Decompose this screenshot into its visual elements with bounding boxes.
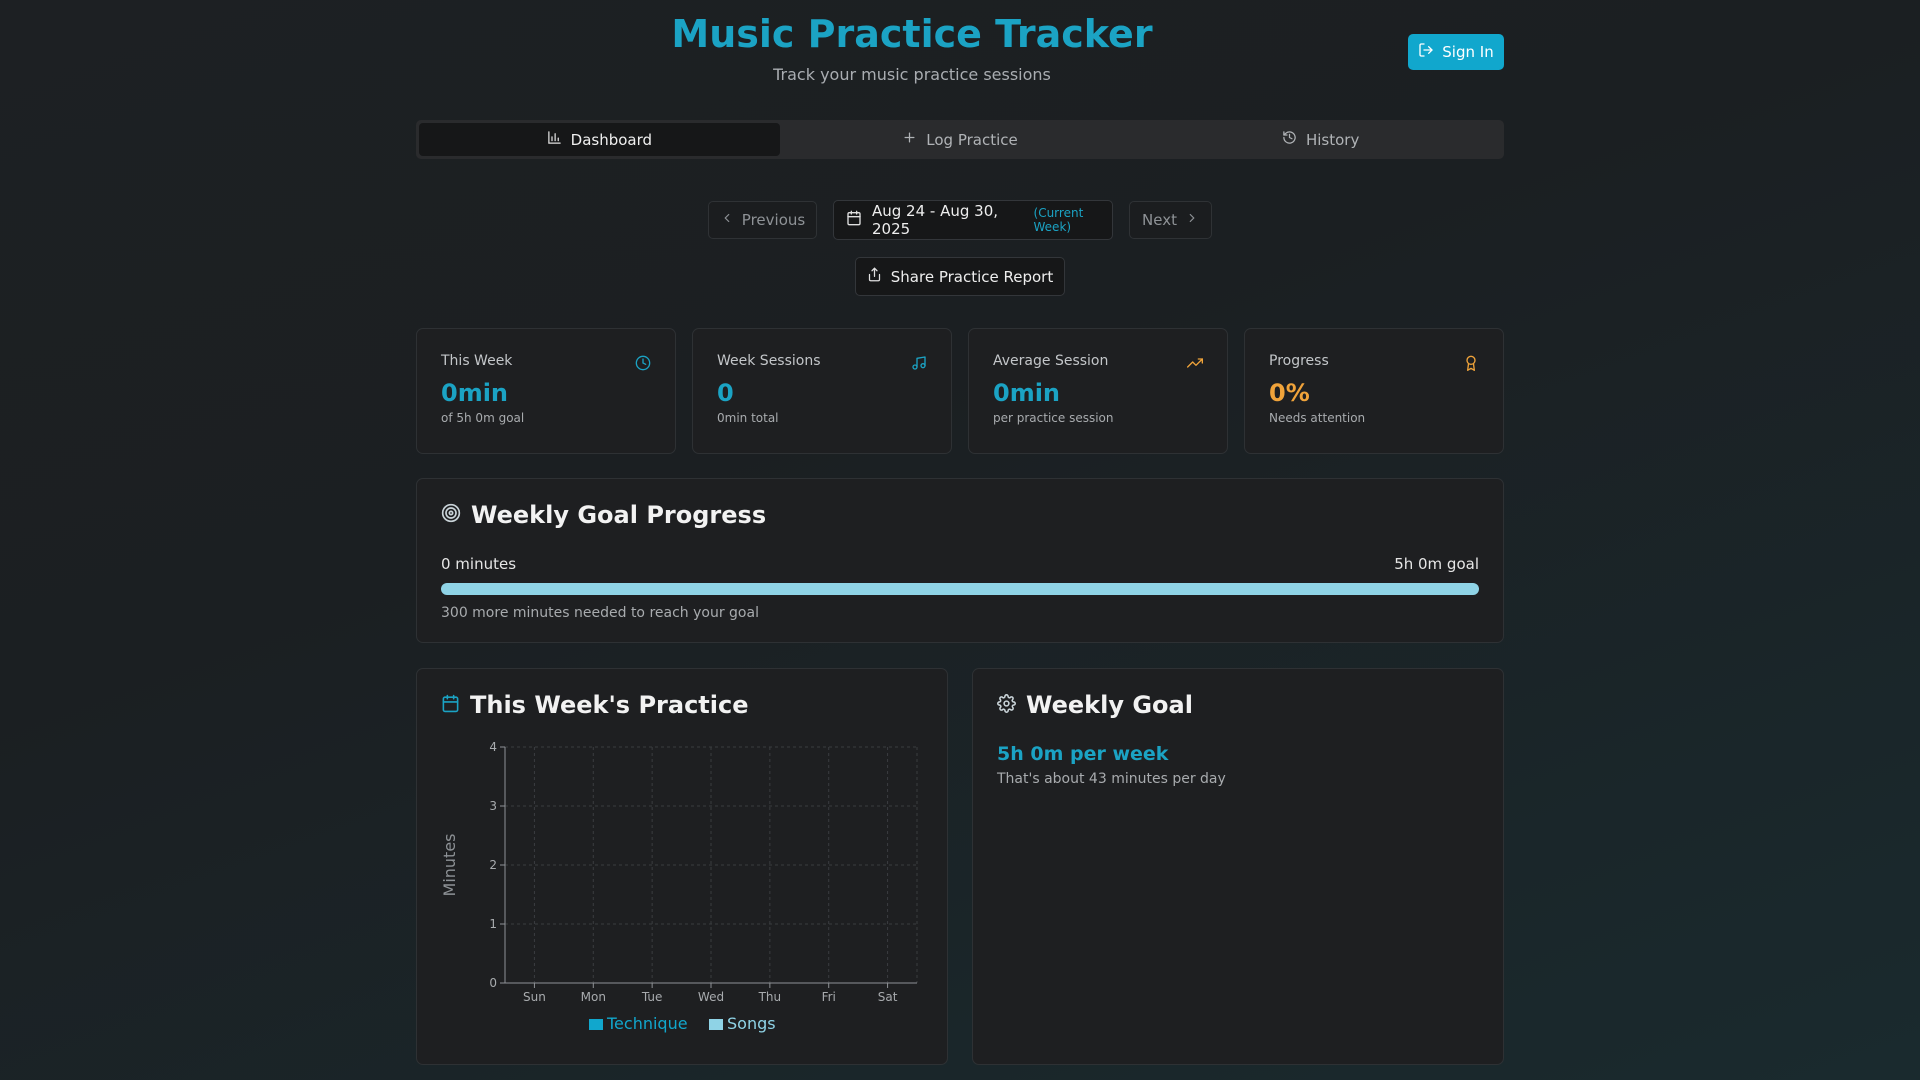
stat-card-this-week: This Week 0min of 5h 0m goal (416, 328, 676, 454)
week-practice-header: This Week's Practice (441, 691, 923, 719)
weekly-goal-note: That's about 43 minutes per day (997, 771, 1226, 787)
week-range-text: Aug 24 - Aug 30, 2025 (872, 202, 999, 238)
calendar-icon (441, 691, 460, 719)
x-tick-label: Wed (698, 990, 724, 1004)
goal-progress-note: 300 more minutes needed to reach your go… (441, 605, 759, 621)
stat-label: This Week (441, 353, 513, 369)
share-report-button[interactable]: Share Practice Report (855, 257, 1065, 296)
goal-current-label: 0 minutes (441, 555, 517, 573)
chevron-right-icon (1185, 211, 1199, 229)
sign-in-icon (1418, 42, 1434, 62)
legend-swatch (589, 1019, 603, 1030)
week-range[interactable]: Aug 24 - Aug 30, 2025 (Current Week) (833, 200, 1113, 240)
tab-label: History (1305, 130, 1360, 149)
y-tick-label: 3 (489, 799, 497, 813)
tab-history[interactable]: History (1140, 123, 1501, 156)
tab-log-practice[interactable]: Log Practice (780, 123, 1141, 156)
chevron-left-icon (720, 211, 734, 229)
next-label: Next (1142, 211, 1177, 229)
stat-label: Average Session (993, 353, 1109, 369)
bar-chart-icon (547, 130, 562, 149)
stat-card-progress: Progress 0% Needs attention (1244, 328, 1504, 454)
weekly-goal-title: Weekly Goal (1026, 691, 1193, 719)
goal-progress-header: Weekly Goal Progress (441, 501, 1479, 529)
share-label: Share Practice Report (890, 267, 1054, 286)
y-axis-label: Minutes (441, 834, 459, 897)
x-tick-label: Sat (878, 990, 898, 1004)
goal-progress-bar (441, 583, 1479, 595)
share-icon (867, 267, 882, 286)
stat-label: Week Sessions (717, 353, 821, 369)
previous-label: Previous (741, 211, 806, 229)
stat-sub: of 5h 0m goal (441, 411, 525, 425)
tab-dashboard[interactable]: Dashboard (419, 123, 780, 156)
award-icon (1463, 355, 1479, 375)
y-tick-label: 0 (489, 976, 497, 990)
current-week-tag: (Current Week) (1033, 206, 1084, 234)
x-tick-label: Mon (581, 990, 606, 1004)
stat-sub: per practice session (993, 411, 1114, 425)
weekly-goal-header: Weekly Goal (997, 691, 1479, 719)
page-subtitle: Track your music practice sessions (773, 65, 1051, 84)
main-tabs: Dashboard Log Practice History (416, 120, 1504, 159)
week-practice-title: This Week's Practice (470, 691, 749, 719)
next-week-button[interactable]: Next (1129, 201, 1212, 239)
tab-label: Log Practice (926, 130, 1018, 149)
stat-value: 0 (717, 379, 734, 407)
y-tick-label: 4 (489, 740, 497, 754)
stat-sub: Needs attention (1269, 411, 1366, 425)
history-icon (1282, 130, 1297, 149)
x-tick-label: Fri (822, 990, 836, 1004)
y-tick-label: 1 (489, 917, 497, 931)
legend-swatch (709, 1019, 723, 1030)
goal-progress-title: Weekly Goal Progress (471, 501, 767, 529)
stat-card-week-sessions: Week Sessions 0 0min total (692, 328, 952, 454)
stat-value: 0min (993, 379, 1061, 407)
stat-value: 0min (441, 379, 509, 407)
weekly-goal-card: Weekly Goal 5h 0m per week That's about … (972, 668, 1504, 1065)
music-note-icon (911, 355, 927, 375)
page-title: Music Practice Tracker (671, 12, 1153, 56)
gear-icon (997, 691, 1016, 719)
week-practice-card: This Week's Practice 0 1 2 3 4 Sun Mon Tue Wed Th… (416, 668, 948, 1065)
plus-icon (902, 130, 917, 149)
practice-chart: 0 1 2 3 4 Sun Mon Tue Wed Thu Fri Sat Minutes Techniq… (441, 740, 918, 1033)
stat-sub: 0min total (717, 411, 779, 425)
target-icon (441, 501, 461, 529)
calendar-icon (846, 210, 862, 230)
x-tick-label: Sun (523, 990, 546, 1004)
stat-value: 0% (1269, 379, 1310, 407)
x-tick-label: Thu (758, 990, 782, 1004)
tab-label: Dashboard (570, 130, 653, 149)
goal-progress-card: Weekly Goal Progress 0 minutes 5h 0m goa… (416, 478, 1504, 643)
legend-label: Technique (606, 1014, 688, 1033)
goal-target-label: 5h 0m goal (1394, 555, 1479, 573)
clock-icon (635, 355, 651, 375)
sign-in-button[interactable]: Sign In (1408, 34, 1504, 70)
sign-in-label: Sign In (1442, 43, 1494, 61)
trending-up-icon (1187, 355, 1203, 375)
weekly-goal-value: 5h 0m per week (997, 743, 1169, 765)
stat-label: Progress (1269, 353, 1329, 369)
y-tick-label: 2 (489, 858, 497, 872)
x-tick-label: Tue (641, 990, 663, 1004)
legend-label: Songs (727, 1014, 776, 1033)
previous-week-button[interactable]: Previous (708, 201, 817, 239)
stat-card-average-session: Average Session 0min per practice sessio… (968, 328, 1228, 454)
